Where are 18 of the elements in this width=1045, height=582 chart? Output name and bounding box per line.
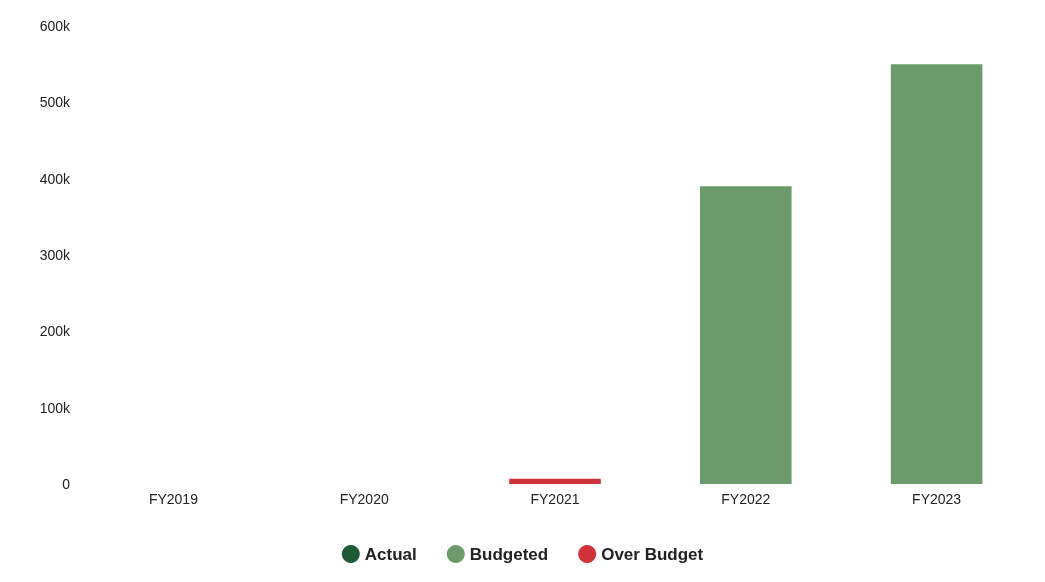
legend-label: Budgeted bbox=[469, 544, 549, 564]
x-tick-label: FY2022 bbox=[721, 491, 771, 507]
x-tick-label: FY2020 bbox=[339, 491, 389, 507]
bar bbox=[509, 478, 601, 484]
x-tick-label: FY2021 bbox=[530, 491, 580, 507]
legend-label: Actual bbox=[364, 544, 417, 564]
x-tick-label: FY2019 bbox=[148, 491, 199, 507]
y-tick-label: 100k bbox=[39, 399, 71, 416]
y-tick-label: 400k bbox=[39, 170, 71, 187]
y-tick-label: 300k bbox=[39, 247, 71, 263]
bar bbox=[890, 64, 983, 484]
y-tick-label: 500k bbox=[39, 94, 71, 111]
y-tick-label: 0 bbox=[62, 476, 71, 492]
bar bbox=[700, 186, 792, 484]
y-tick-label: 600k bbox=[39, 18, 71, 34]
y-tick-label: 200k bbox=[39, 323, 71, 340]
x-tick-label: FY2023 bbox=[912, 491, 962, 507]
legend-label: Over Budget bbox=[601, 544, 704, 564]
